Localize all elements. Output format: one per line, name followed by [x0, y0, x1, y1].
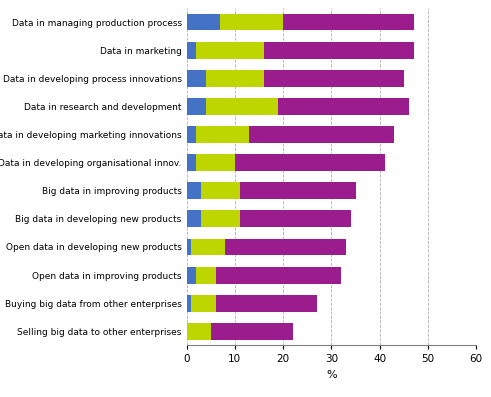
- Bar: [249, 126, 394, 143]
- Bar: [196, 126, 249, 143]
- Bar: [264, 42, 413, 59]
- Bar: [206, 70, 264, 87]
- Bar: [187, 98, 206, 115]
- Bar: [283, 13, 413, 31]
- Bar: [187, 70, 206, 87]
- Bar: [240, 210, 351, 227]
- Bar: [187, 323, 211, 340]
- Bar: [216, 267, 341, 283]
- X-axis label: %: %: [326, 370, 337, 380]
- Bar: [187, 154, 196, 171]
- Bar: [187, 267, 196, 283]
- Bar: [206, 98, 278, 115]
- Bar: [187, 42, 196, 59]
- Bar: [216, 295, 317, 312]
- Bar: [220, 13, 283, 31]
- Bar: [187, 239, 191, 255]
- Bar: [201, 210, 240, 227]
- Bar: [225, 239, 346, 255]
- Bar: [201, 182, 240, 199]
- Bar: [211, 323, 293, 340]
- Bar: [191, 295, 216, 312]
- Bar: [187, 295, 191, 312]
- Bar: [191, 239, 225, 255]
- Bar: [264, 70, 404, 87]
- Bar: [196, 267, 216, 283]
- Bar: [235, 154, 384, 171]
- Bar: [187, 13, 220, 31]
- Bar: [196, 154, 235, 171]
- Bar: [240, 182, 355, 199]
- Bar: [187, 210, 201, 227]
- Bar: [187, 182, 201, 199]
- Bar: [278, 98, 409, 115]
- Bar: [196, 42, 264, 59]
- Bar: [187, 126, 196, 143]
